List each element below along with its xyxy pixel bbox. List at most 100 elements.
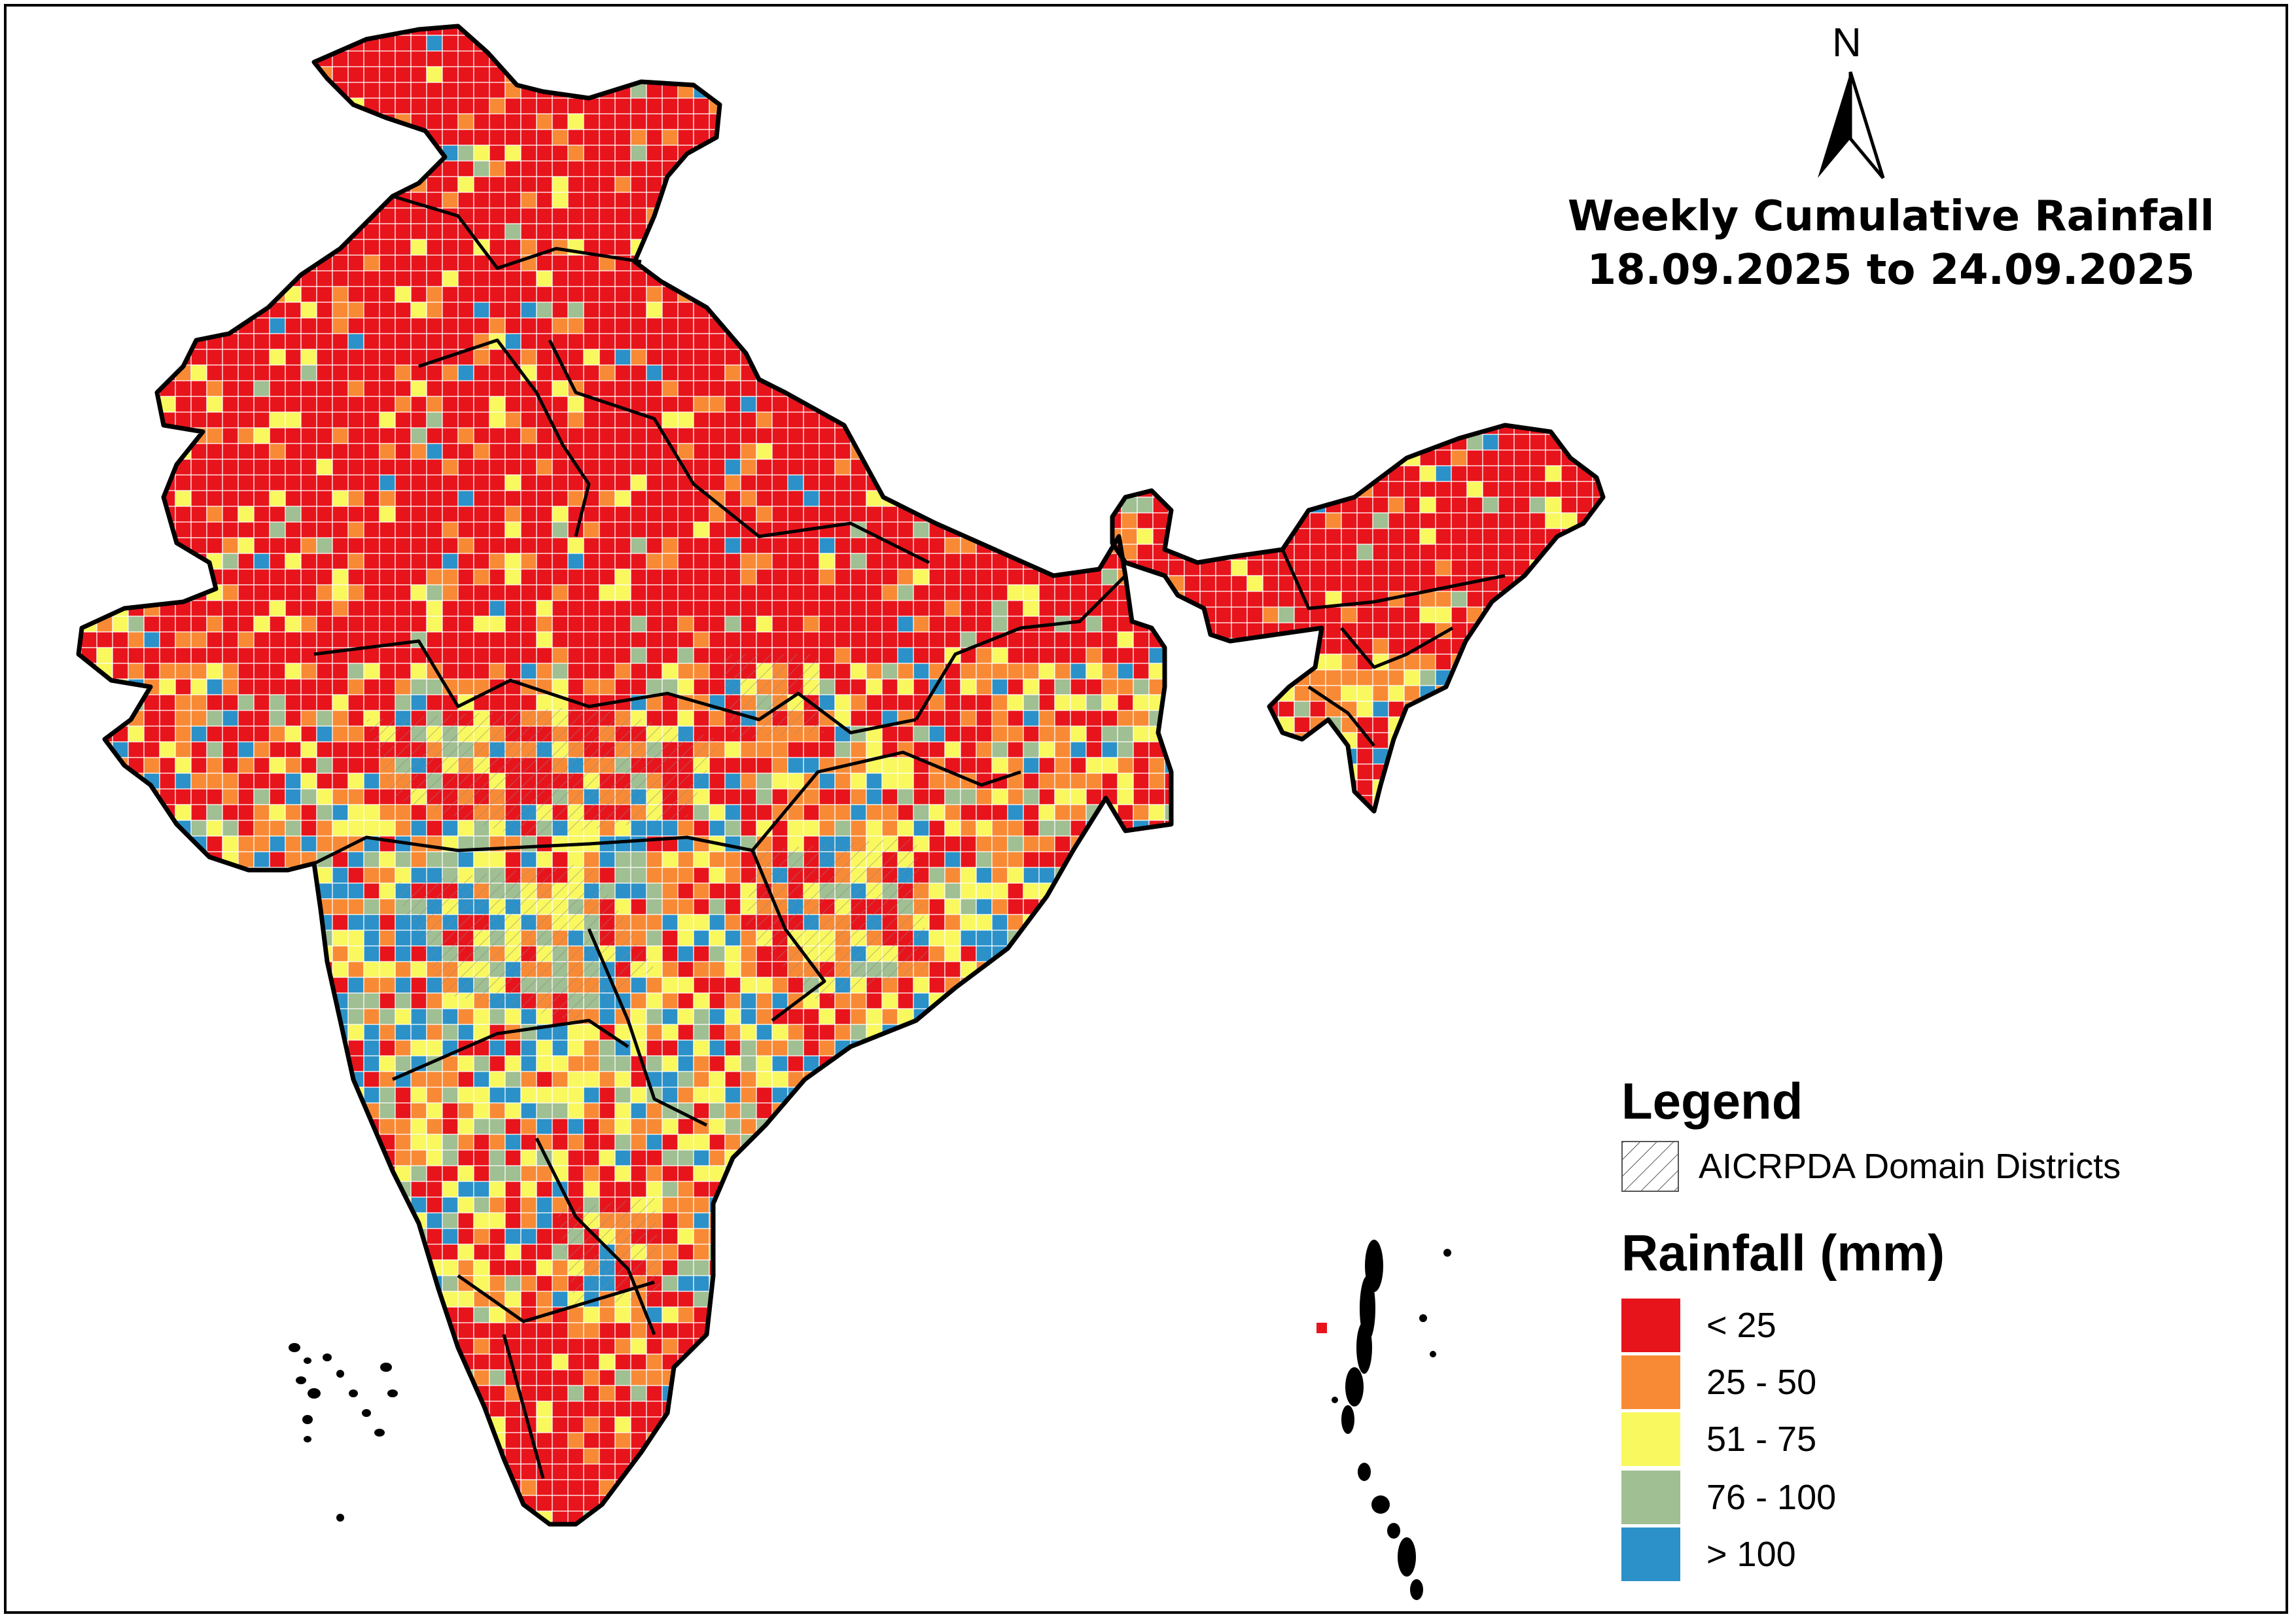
rainfall-cell bbox=[112, 1008, 129, 1025]
rainfall-cell bbox=[1023, 129, 1040, 146]
rainfall-cell bbox=[1038, 710, 1055, 727]
rainfall-cell bbox=[143, 302, 160, 319]
rainfall-cell bbox=[332, 254, 349, 271]
rainfall-cell bbox=[316, 223, 333, 240]
rainfall-cell bbox=[1086, 113, 1103, 130]
rainfall-cell bbox=[285, 160, 302, 177]
rainfall-cell bbox=[976, 474, 993, 491]
rainfall-cell bbox=[897, 773, 914, 790]
rainfall-cell bbox=[960, 50, 977, 67]
rainfall-cell bbox=[662, 35, 679, 52]
rainfall-cell bbox=[1164, 270, 1171, 287]
rainfall-cell bbox=[944, 349, 961, 366]
rainfall-cell bbox=[662, 506, 679, 523]
rainfall-cell bbox=[819, 207, 836, 224]
rainfall-cell bbox=[79, 411, 82, 428]
rainfall-cell bbox=[740, 239, 757, 256]
rainfall-cell bbox=[379, 302, 396, 319]
rainfall-cell bbox=[1086, 898, 1103, 915]
rainfall-cell bbox=[473, 459, 490, 476]
rainfall-cell bbox=[1133, 930, 1150, 947]
rainfall-cell bbox=[881, 1087, 898, 1104]
rainfall-cell bbox=[693, 568, 710, 585]
rainfall-cell bbox=[787, 364, 804, 381]
rainfall-cell bbox=[850, 694, 867, 711]
rainfall-cell bbox=[206, 364, 223, 381]
rainfall-cell bbox=[1007, 678, 1024, 695]
rainfall-cell bbox=[1117, 459, 1134, 476]
rainfall-cell bbox=[693, 333, 710, 350]
rainfall-cell bbox=[80, 804, 97, 821]
rainfall-cell bbox=[771, 35, 788, 52]
rainfall-cell bbox=[379, 804, 396, 821]
rainfall-cell bbox=[1007, 1102, 1024, 1119]
rainfall-cell bbox=[442, 506, 459, 523]
rainfall-cell bbox=[332, 113, 349, 130]
rainfall-cell bbox=[662, 26, 679, 36]
rainfall-cell bbox=[1038, 192, 1055, 209]
rainfall-cell bbox=[881, 270, 898, 287]
rainfall-cell bbox=[285, 411, 302, 428]
rainfall-cell bbox=[976, 584, 993, 601]
rainfall-cell bbox=[1101, 270, 1118, 287]
rainfall-cell bbox=[238, 725, 255, 742]
rainfall-cell bbox=[285, 129, 302, 146]
rainfall-cell bbox=[80, 270, 97, 287]
rainfall-cell bbox=[363, 443, 380, 460]
rainfall-cell bbox=[866, 302, 883, 319]
rainfall-cell bbox=[1023, 223, 1040, 240]
rainfall-cell bbox=[709, 757, 726, 774]
rainfall-cell bbox=[1117, 82, 1134, 99]
rainfall-cell bbox=[677, 270, 694, 287]
rainfall-cell bbox=[143, 1118, 160, 1135]
rainfall-cell bbox=[520, 270, 537, 287]
rainfall-cell bbox=[504, 333, 521, 350]
rainfall-cell bbox=[850, 380, 867, 397]
rainfall-cell bbox=[159, 50, 176, 67]
rainfall-cell bbox=[285, 663, 302, 680]
rainfall-cell bbox=[300, 1118, 317, 1135]
rainfall-cell bbox=[850, 647, 867, 664]
rainfall-cell bbox=[724, 286, 741, 303]
rainfall-cell bbox=[928, 207, 945, 224]
rainfall-cell bbox=[771, 553, 788, 570]
rainfall-cell bbox=[285, 192, 302, 209]
rainfall-cell bbox=[143, 898, 160, 915]
rainfall-cell bbox=[206, 270, 223, 287]
rainfall-cell bbox=[175, 333, 192, 350]
rainfall-cell bbox=[1070, 333, 1087, 350]
rainfall-cell bbox=[269, 192, 286, 209]
rainfall-cell bbox=[630, 1102, 647, 1119]
rainfall-cell bbox=[1117, 1039, 1134, 1056]
rainfall-cell bbox=[1148, 317, 1165, 334]
rainfall-cell bbox=[693, 678, 710, 695]
rainfall-cell bbox=[693, 914, 710, 931]
rainfall-cell bbox=[159, 26, 176, 36]
rainfall-cell bbox=[253, 788, 270, 805]
rainfall-cell bbox=[834, 176, 851, 193]
rainfall-cell bbox=[960, 757, 977, 774]
rainfall-cell bbox=[379, 1102, 396, 1119]
rainfall-cell bbox=[442, 537, 459, 554]
rainfall-cell bbox=[1086, 160, 1103, 177]
rainfall-cell bbox=[944, 427, 961, 444]
rainfall-cell bbox=[740, 35, 757, 52]
rainfall-cell bbox=[175, 396, 192, 413]
rainfall-cell bbox=[1117, 349, 1134, 366]
rainfall-cell bbox=[159, 647, 176, 664]
rainfall-cell bbox=[300, 396, 317, 413]
rainfall-cell bbox=[991, 1055, 1008, 1072]
rainfall-cell bbox=[79, 333, 82, 350]
rainfall-cell bbox=[410, 443, 427, 460]
rainfall-cell bbox=[410, 411, 427, 428]
rainfall-cell bbox=[991, 223, 1008, 240]
rainfall-cell bbox=[803, 349, 820, 366]
rainfall-cell bbox=[599, 207, 616, 224]
rainfall-cell bbox=[253, 129, 270, 146]
rainfall-cell bbox=[928, 333, 945, 350]
rainfall-cell bbox=[1148, 977, 1165, 994]
rainfall-cell bbox=[253, 254, 270, 271]
rainfall-cell bbox=[206, 223, 223, 240]
rainfall-cell bbox=[175, 851, 192, 868]
rainfall-cell bbox=[269, 600, 286, 617]
